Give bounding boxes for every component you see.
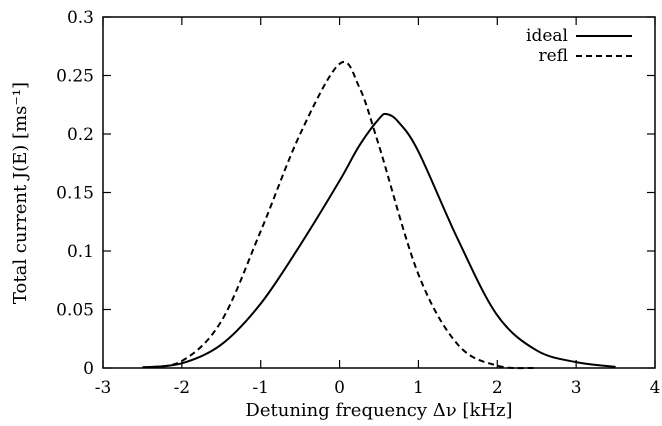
- x-tick-label: 1: [413, 378, 424, 398]
- y-tick-label: 0: [83, 359, 94, 379]
- plot-frame: [102, 16, 656, 369]
- y-tick-label: 0.3: [67, 8, 94, 28]
- x-tick-label: 0: [334, 378, 345, 398]
- legend-label-ideal: ideal: [526, 26, 568, 46]
- x-tick-label: -2: [174, 378, 191, 398]
- x-tick-label: -1: [252, 378, 269, 398]
- x-axis-label: Detuning frequency Δν [kHz]: [245, 400, 512, 421]
- series-line-refl: [142, 61, 537, 370]
- y-tick-label: 0.25: [56, 67, 94, 87]
- plot-curves: [142, 61, 616, 370]
- tick-labels: -3 -2 -1 0 1 2 3 4 0 0.05 0.1 0.15 0.2 0.25 0.3: [56, 8, 660, 398]
- axis-ticks: [102, 16, 656, 369]
- x-tick-label: -3: [95, 378, 112, 398]
- series-line-ideal: [142, 112, 616, 369]
- y-tick-label: 0.15: [56, 184, 94, 204]
- y-tick-label: 0.1: [67, 242, 94, 262]
- y-tick-label: 0.2: [67, 125, 94, 145]
- x-tick-label: 2: [492, 378, 503, 398]
- y-tick-label: 0.05: [56, 301, 94, 321]
- x-tick-label: 3: [571, 378, 582, 398]
- y-axis-label: Total current J(E) [ms⁻¹]: [10, 82, 31, 304]
- legend-label-refl: refl: [538, 46, 568, 66]
- x-tick-label: 4: [650, 378, 661, 398]
